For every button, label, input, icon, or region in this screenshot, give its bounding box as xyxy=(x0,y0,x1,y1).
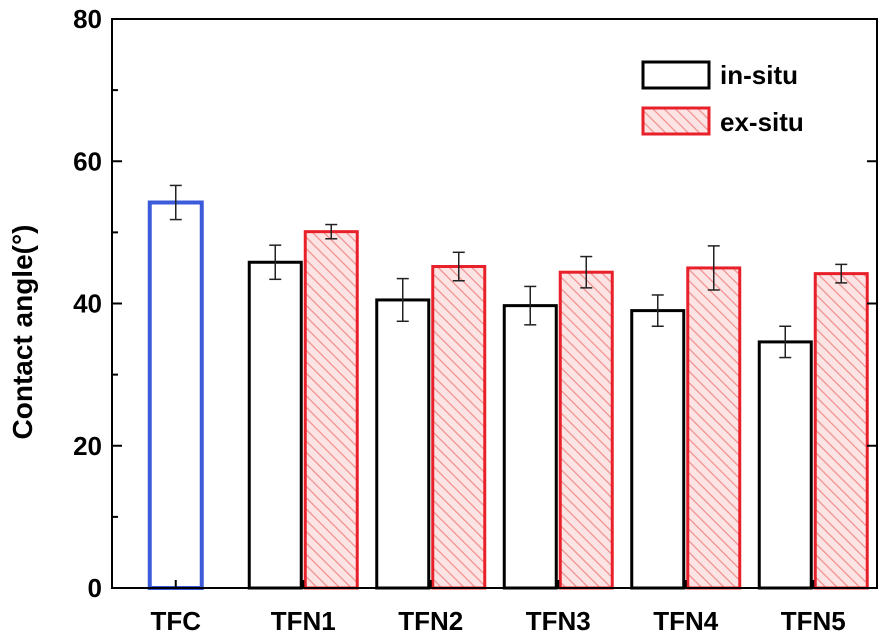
bar-in-situ-tfn4 xyxy=(630,309,686,590)
x-tick-label: TFN3 xyxy=(526,606,591,636)
y-tick-label: 60 xyxy=(73,146,102,176)
y-tick-label: 20 xyxy=(73,431,102,461)
bar-in-situ-tfn5 xyxy=(757,340,813,590)
bar-in-situ-tfn2 xyxy=(375,298,431,590)
y-tick-label: 0 xyxy=(88,573,102,603)
y-axis: 0 20 40 60 80 xyxy=(73,4,877,603)
y-axis-title: Contact angle(°) xyxy=(7,225,38,440)
bar-tfc xyxy=(147,200,204,590)
legend-swatch-ex-situ xyxy=(641,106,711,136)
plot-frame xyxy=(111,18,878,589)
y-tick-label: 40 xyxy=(73,289,102,319)
legend: in-situ ex-situ xyxy=(641,60,804,137)
plot-area xyxy=(147,184,869,590)
x-tick-label: TFN4 xyxy=(653,606,719,636)
bar-in-situ-tfn3 xyxy=(502,304,558,590)
legend-label-in-situ: in-situ xyxy=(720,60,798,90)
x-axis: TFC TFN1 TFN2 TFN3 TFN4 TFN5 xyxy=(150,580,846,636)
bar-ex-situ-tfn5 xyxy=(813,272,869,590)
bar-ex-situ-tfn2 xyxy=(431,265,487,590)
x-tick-label: TFN1 xyxy=(271,606,336,636)
bar-ex-situ-tfn3 xyxy=(558,270,614,590)
bar-in-situ-tfn1 xyxy=(247,260,303,590)
bar-ex-situ-tfn4 xyxy=(686,266,742,590)
legend-label-ex-situ: ex-situ xyxy=(720,107,804,137)
legend-swatch-in-situ xyxy=(641,60,711,90)
y-tick-label: 80 xyxy=(73,4,102,34)
x-tick-label: TFN2 xyxy=(398,606,463,636)
bar-ex-situ-tfn1 xyxy=(303,230,359,590)
x-tick-label: TFC xyxy=(150,606,201,636)
x-tick-label: TFN5 xyxy=(781,606,846,636)
